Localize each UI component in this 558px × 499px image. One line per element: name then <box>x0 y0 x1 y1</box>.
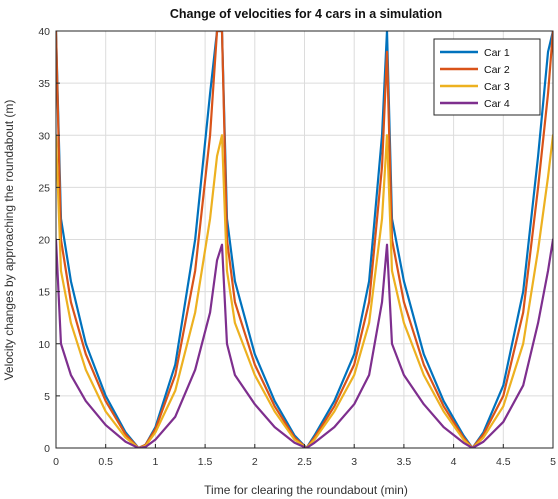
x-tick-label: 3 <box>351 456 357 468</box>
x-tick-label: 1.5 <box>198 456 213 468</box>
y-axis-ticks: 0 5 10 15 20 25 30 35 40 <box>38 26 60 455</box>
legend-label-car-1: Car 1 <box>484 47 510 59</box>
legend: Car 1 Car 2 Car 3 Car 4 <box>433 38 541 116</box>
x-tick-label: 2.5 <box>297 456 312 468</box>
y-tick-label: 40 <box>38 26 50 38</box>
x-axis-label: Time for clearing the roundabout (min) <box>204 483 408 497</box>
x-axis-ticks: 0 0.5 1 1.5 2 2.5 3 3.5 4 4.5 5 <box>53 444 556 468</box>
x-tick-label: 0 <box>53 456 59 468</box>
y-tick-label: 25 <box>38 182 50 194</box>
y-tick-label: 0 <box>44 443 50 455</box>
legend-label-car-2: Car 2 <box>484 64 510 76</box>
y-tick-label: 15 <box>38 287 50 299</box>
y-tick-label: 35 <box>38 78 50 90</box>
y-tick-label: 30 <box>38 130 50 142</box>
x-tick-label: 4.5 <box>496 456 511 468</box>
x-tick-label: 4 <box>451 456 457 468</box>
legend-label-car-3: Car 3 <box>484 81 510 93</box>
legend-label-car-4: Car 4 <box>484 98 510 110</box>
y-tick-label: 10 <box>38 339 50 351</box>
x-tick-label: 5 <box>550 456 556 468</box>
x-tick-label: 1 <box>152 456 158 468</box>
y-tick-label: 5 <box>44 391 50 403</box>
x-tick-label: 0.5 <box>98 456 113 468</box>
x-tick-label: 2 <box>252 456 258 468</box>
x-tick-label: 3.5 <box>397 456 412 468</box>
chart-title: Change of velocities for 4 cars in a sim… <box>170 7 442 21</box>
y-axis-label: Velocity changes by approaching the roun… <box>2 100 16 381</box>
y-tick-label: 20 <box>38 235 50 247</box>
